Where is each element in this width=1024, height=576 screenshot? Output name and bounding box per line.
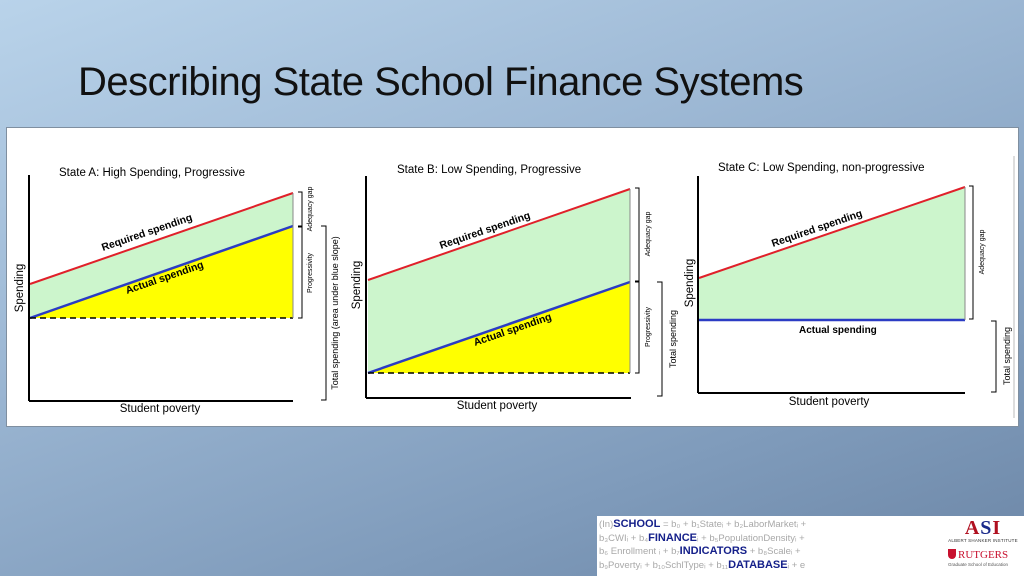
asi-mark: ASI: [948, 518, 1018, 538]
panel-a-actual-line: [29, 224, 294, 320]
slide-title: Describing State School Finance Systems: [78, 60, 804, 104]
asi-letter-s: S: [980, 517, 993, 539]
panel-b-gap-area: [368, 189, 630, 373]
panel-b-required-line: [367, 188, 631, 281]
footer-logo-strip: (In)SCHOOL = b₀ + b₁Stateᵢ + b₂LaborMark…: [597, 516, 1024, 576]
panel-c-gap-bracket: [969, 185, 974, 320]
panel-a: State A: High Spending, Progressive Requ…: [14, 167, 340, 415]
panel-c-y-label: Spending: [684, 259, 696, 308]
panel-b-y-label: Spending: [351, 261, 363, 310]
panel-c-gap-label: Adequacy gap: [979, 230, 986, 275]
formula-text: b₆ Enrollment ᵢ + b₇: [599, 546, 680, 557]
rutgers-logo: RUTGERS Graduate School of Education: [948, 549, 1016, 568]
panel-a-x-label: Student poverty: [120, 403, 201, 415]
asi-letter-i: I: [992, 517, 1002, 539]
formula-text: ᵢ + b₅PopulationDensityᵢ +: [697, 532, 805, 544]
panel-b-actual-line: [367, 280, 631, 375]
formula-line-4: b₉Povertyᵢ + b₁₀SchlTypeᵢ + b₁₁DATABASEᵢ…: [599, 559, 937, 573]
panel-b-total-label: Total spending: [668, 310, 678, 368]
formula-keyword-database: DATABASE: [728, 558, 788, 571]
panel-a-progressivity-label: Progressivity: [307, 252, 314, 293]
diagram-svg: State A: High Spending, Progressive Requ…: [14, 156, 1015, 418]
asi-letter-a: A: [964, 517, 981, 539]
figure-panel: State A: High Spending, Progressive Requ…: [6, 127, 1019, 427]
panel-b-title: State B: Low Spending, Progressive: [397, 164, 581, 176]
panel-a-title: State A: High Spending, Progressive: [59, 167, 245, 179]
panel-a-required-line: [29, 192, 294, 285]
asi-name: ALBERT SHANKER INSTITUTE: [948, 538, 1018, 543]
formula-line-2: b₃CWIᵢ + b₄FINANCEᵢ + b₅PopulationDensit…: [599, 532, 937, 546]
rutgers-subtitle: Graduate School of Education: [948, 562, 1009, 567]
formula-text: (In): [599, 519, 614, 530]
formula-keyword-finance: FINANCE: [648, 531, 697, 544]
rutgers-mark: RUTGERS: [948, 549, 1016, 562]
formula-keyword-school: SCHOOL: [613, 518, 661, 530]
panel-a-y-label: Spending: [14, 264, 26, 313]
panel-c-gap-area: [699, 187, 965, 320]
panel-b-progressivity-bracket: [635, 281, 640, 374]
formula-text: b₃CWIᵢ + b₄: [599, 532, 649, 544]
panel-b-progressivity-label: Progressivity: [645, 306, 652, 347]
formula-text: = b₀ + b₁Stateᵢ + b₂LaborMarketᵢ +: [660, 519, 807, 530]
panel-c-required-line: [698, 186, 966, 279]
formula-text: + b₈Scaleᵢ +: [747, 546, 801, 557]
panel-b-gap-label: Adequacy gap: [645, 212, 652, 257]
panel-a-progressivity-bracket: [298, 226, 303, 319]
panel-b-total-bracket: [657, 281, 663, 397]
panel-a-gap-label: Adequacy gap: [307, 187, 314, 232]
panel-a-total-bracket: [321, 225, 327, 401]
formula-keyword-indicators: INDICATORS: [679, 545, 748, 557]
panel-a-total-label: Total spending (area under blue slope): [330, 236, 340, 390]
formula-text: ᵢ + e: [787, 559, 806, 571]
panel-a-gap-area: [30, 193, 293, 318]
panel-c-total-bracket: [991, 320, 997, 393]
formula-logo: (In)SCHOOL = b₀ + b₁Stateᵢ + b₂LaborMark…: [599, 518, 937, 572]
formula-text: b₉Povertyᵢ + b₁₀SchlTypeᵢ + b₁₁: [599, 559, 729, 571]
panel-c-x-label: Student poverty: [789, 396, 870, 408]
rutgers-name: RUTGERS: [958, 549, 1009, 561]
panel-b: State B: Low Spending, Progressive Requi…: [351, 164, 678, 412]
panel-b-x-label: Student poverty: [457, 400, 538, 412]
rutgers-shield-icon: [948, 549, 956, 559]
asi-logo: ASI ALBERT SHANKER INSTITUTE: [948, 518, 1018, 544]
panel-c-total-label: Total spending: [1002, 327, 1012, 385]
panel-a-gap-bracket: [298, 191, 303, 227]
panel-b-gap-bracket: [635, 187, 640, 282]
panel-c-actual-label: Actual spending: [799, 325, 877, 336]
formula-line-3: b₆ Enrollment ᵢ + b₇INDICATORS + b₈Scale…: [599, 545, 937, 559]
panel-c: State C: Low Spending, non-progressive R…: [684, 162, 1012, 408]
panel-c-title: State C: Low Spending, non-progressive: [718, 162, 924, 174]
formula-line-1: (In)SCHOOL = b₀ + b₁Stateᵢ + b₂LaborMark…: [599, 518, 937, 532]
